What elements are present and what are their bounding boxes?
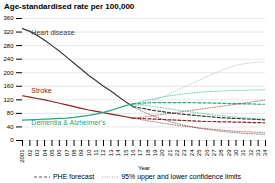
svg-text:26: 26 [204,149,210,156]
svg-text:09: 09 [78,149,84,156]
svg-text:20: 20 [159,149,165,156]
html-text:Age-standardised rate per 100,: Age-standardised rate per 100,000 [4,2,135,11]
svg-text:13: 13 [108,149,114,156]
svg-text:05: 05 [49,149,55,156]
svg-text:Year: Year [138,165,150,171]
svg-text:40: 40 [7,124,14,130]
svg-text:32: 32 [248,149,254,156]
svg-text:2001: 2001 [19,149,25,163]
svg-text:240: 240 [3,56,14,62]
svg-text:Stroke: Stroke [31,87,51,94]
svg-text:14: 14 [115,149,121,156]
svg-text:27: 27 [211,149,217,156]
svg-text:Heart disease: Heart disease [31,29,74,36]
svg-text:17: 17 [137,149,143,156]
svg-text:06: 06 [56,149,62,156]
svg-text:23: 23 [181,149,187,156]
svg-text:34: 34 [262,149,268,156]
svg-text:22: 22 [174,149,180,156]
svg-text:10: 10 [86,149,92,156]
svg-text:31: 31 [240,149,246,156]
svg-text:08: 08 [71,149,77,156]
svg-text:24: 24 [189,149,195,156]
svg-text:360: 360 [3,15,14,21]
svg-text:160: 160 [3,83,14,89]
svg-text:80: 80 [7,110,14,116]
svg-text:12: 12 [100,149,106,156]
svg-text:30: 30 [233,149,239,156]
svg-text:Dementia & Alzheimer's: Dementia & Alzheimer's [31,119,106,126]
svg-text:07: 07 [64,149,70,156]
svg-text:15: 15 [123,149,129,156]
svg-text:28: 28 [218,149,224,156]
svg-text:200: 200 [3,70,14,76]
svg-text:18: 18 [145,149,151,156]
svg-text:19: 19 [152,149,158,156]
svg-text:120: 120 [3,97,14,103]
html-text:PHE forecast: PHE forecast [52,173,95,180]
html-text:95% upper and lower confidence: 95% upper and lower confidence limits [121,173,241,180]
svg-text:04: 04 [42,149,48,156]
svg-text:33: 33 [255,149,261,156]
svg-text:03: 03 [34,149,40,156]
svg-text:280: 280 [3,43,14,49]
svg-text:11: 11 [93,149,99,156]
svg-text:21: 21 [167,149,173,156]
svg-text:25: 25 [196,149,202,156]
svg-text:29: 29 [226,149,232,156]
svg-text:320: 320 [3,29,14,35]
svg-text:16: 16 [130,149,136,156]
svg-text:0: 0 [10,137,14,143]
svg-text:02: 02 [27,149,33,156]
